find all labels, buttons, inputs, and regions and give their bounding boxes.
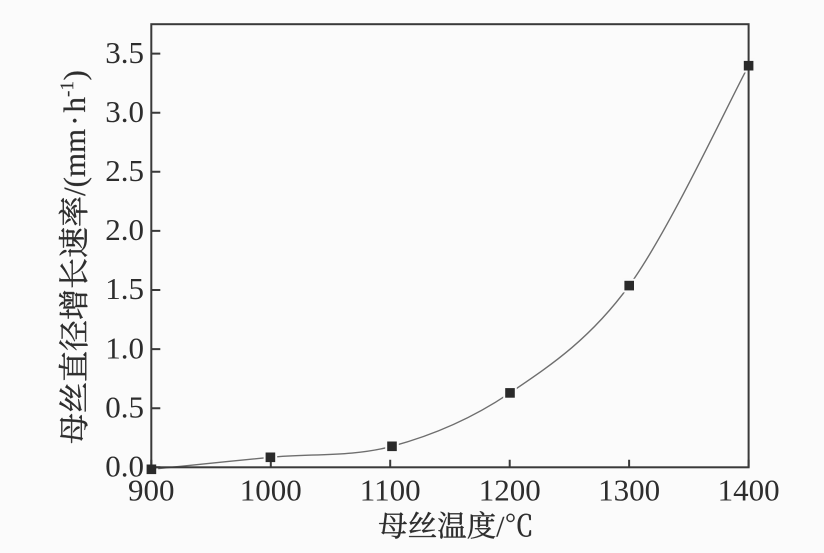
svg-text:1100: 1100 [360, 473, 421, 508]
svg-text:1.0: 1.0 [105, 330, 144, 365]
svg-text:1300: 1300 [598, 473, 660, 508]
svg-text:900: 900 [128, 473, 175, 508]
svg-text:3.0: 3.0 [105, 94, 144, 129]
svg-text:3.5: 3.5 [105, 35, 144, 70]
svg-text:2.0: 2.0 [105, 212, 144, 247]
svg-text:0.0: 0.0 [105, 449, 144, 484]
svg-text:1.5: 1.5 [105, 271, 144, 306]
svg-text:1400: 1400 [718, 473, 780, 508]
svg-text:0.5: 0.5 [105, 389, 144, 424]
svg-text:2.5: 2.5 [105, 153, 144, 188]
svg-text:1200: 1200 [479, 473, 541, 508]
svg-text:1000: 1000 [240, 473, 302, 508]
